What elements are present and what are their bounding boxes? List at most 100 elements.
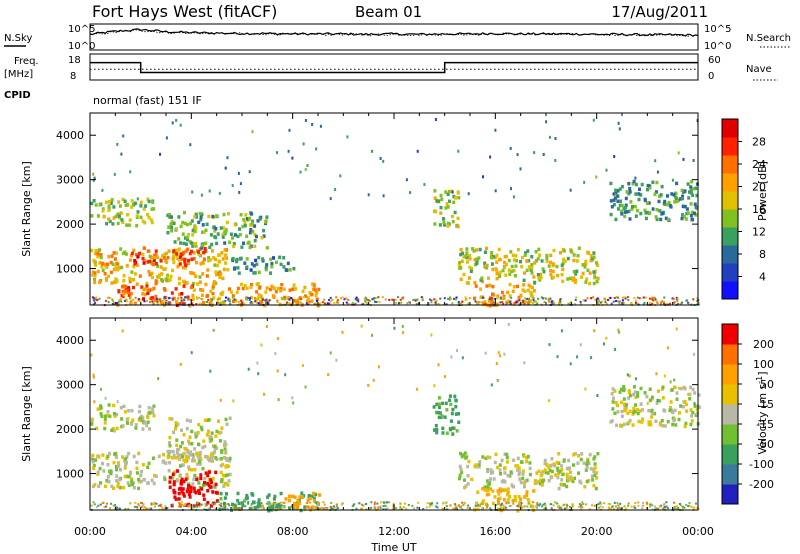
- power-cell: [125, 223, 129, 227]
- power-cell: [336, 301, 338, 304]
- velocity-cell: [194, 431, 198, 436]
- power-cell: [186, 247, 190, 252]
- power-ytick-label: 1000: [56, 263, 84, 276]
- velocity-cell: [552, 462, 556, 466]
- velocity-cell: [599, 502, 602, 505]
- power-cell: [215, 272, 219, 277]
- velocity-cell: [307, 506, 310, 508]
- power-cell: [108, 296, 111, 299]
- power-cell: [678, 197, 682, 201]
- power-cell: [263, 303, 267, 308]
- power-cell: [306, 164, 309, 167]
- velocity-cell: [208, 436, 212, 441]
- power-cell: [557, 301, 560, 304]
- power-cell: [465, 260, 469, 264]
- power-cell: [270, 284, 274, 289]
- velocity-cell: [90, 422, 94, 426]
- power-cell: [201, 223, 205, 227]
- power-cell: [116, 212, 120, 216]
- velocity-cell: [168, 444, 172, 448]
- velocity-cell: [214, 507, 217, 510]
- power-cell: [538, 253, 542, 257]
- velocity-cell: [555, 460, 559, 465]
- velocity-cell: [101, 461, 104, 466]
- velocity-cell: [98, 466, 102, 471]
- velocity-cell: [457, 412, 461, 416]
- velocity-cell: [489, 468, 493, 472]
- power-cell: [216, 232, 220, 236]
- velocity-cell: [127, 474, 131, 479]
- power-cell: [499, 301, 502, 304]
- power-cell: [233, 223, 237, 227]
- power-cell: [110, 281, 114, 285]
- velocity-cell: [123, 474, 127, 479]
- velocity-cell: [293, 507, 296, 510]
- velocity-cell: [240, 507, 243, 510]
- power-cell: [279, 262, 283, 267]
- velocity-cell: [213, 449, 217, 454]
- power-cell: [627, 209, 631, 214]
- power-cell: [257, 302, 260, 305]
- velocity-cell: [180, 489, 184, 494]
- power-cell: [437, 303, 440, 305]
- velocity-cell: [92, 466, 96, 470]
- velocity-cell: [485, 507, 488, 510]
- velocity-cell: [666, 346, 669, 350]
- power-cell: [510, 296, 513, 299]
- power-cell: [573, 280, 577, 285]
- velocity-cell: [516, 464, 520, 468]
- power-cell: [433, 298, 436, 301]
- power-cell: [317, 287, 321, 292]
- time-tick-label: 16:00: [479, 525, 511, 538]
- power-cell: [294, 287, 298, 291]
- power-cell: [223, 253, 227, 258]
- power-cell: [435, 299, 438, 302]
- power-cell: [218, 191, 221, 195]
- velocity-cell: [674, 423, 678, 427]
- velocity-cell: [474, 501, 477, 504]
- velocity-cell: [696, 506, 699, 509]
- velocity-cell: [434, 423, 438, 428]
- power-cell: [306, 296, 310, 300]
- velocity-cell: [506, 492, 510, 497]
- velocity-cell: [224, 504, 227, 507]
- velocity-cell: [305, 505, 309, 509]
- velocity-cell: [144, 507, 147, 510]
- power-cell: [140, 285, 144, 289]
- power-cell: [484, 302, 487, 305]
- power-cell: [653, 299, 655, 302]
- power-cell: [170, 225, 174, 230]
- power-cell: [496, 294, 500, 298]
- velocity-cell: [543, 468, 547, 472]
- velocity-cell: [194, 435, 198, 439]
- velocity-cell: [548, 468, 552, 473]
- power-cell: [240, 299, 243, 302]
- velocity-cell: [693, 404, 697, 408]
- power-cell: [100, 265, 104, 269]
- power-cell: [690, 210, 694, 215]
- power-cell: [181, 220, 185, 225]
- velocity-cell: [459, 506, 462, 509]
- velocity-cell: [200, 503, 203, 506]
- power-cell: [634, 301, 637, 304]
- velocity-cell: [93, 503, 96, 506]
- velocity-cell: [576, 461, 580, 465]
- power-cell: [533, 261, 537, 265]
- velocity-cell: [372, 378, 375, 382]
- velocity-cell: [688, 504, 691, 507]
- power-cell: [257, 255, 261, 260]
- power-cell: [677, 151, 680, 155]
- velocity-cell: [132, 486, 136, 490]
- velocity-cell: [110, 428, 114, 432]
- power-cell: [215, 214, 219, 218]
- power-colorbar-tick: 28: [752, 136, 766, 149]
- power-cell: [691, 217, 695, 222]
- power-cell: [559, 299, 561, 302]
- power-cell: [642, 303, 645, 306]
- power-cell: [186, 295, 190, 299]
- velocity-cell: [309, 501, 312, 504]
- velocity-cell: [533, 481, 537, 485]
- power-cell: [681, 194, 684, 199]
- velocity-cell: [532, 489, 536, 493]
- power-cell: [206, 268, 210, 272]
